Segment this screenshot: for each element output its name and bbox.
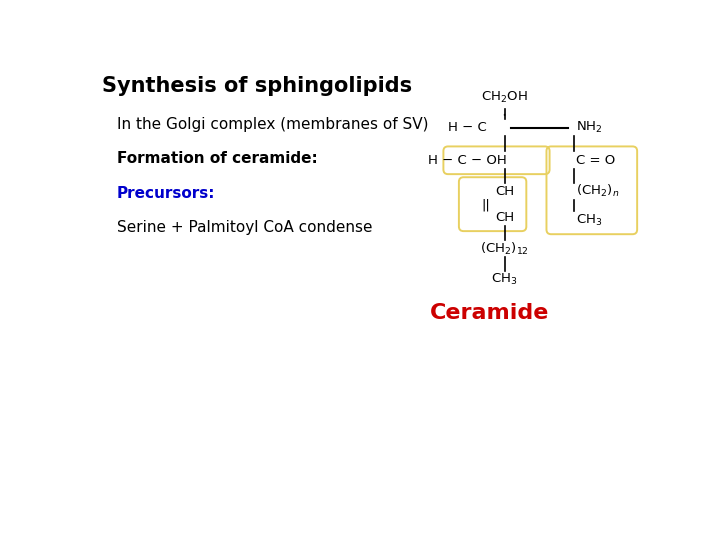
Text: Synthesis of sphingolipids: Synthesis of sphingolipids	[102, 76, 412, 96]
Text: Ceramide: Ceramide	[429, 303, 549, 323]
Text: Formation of ceramide:: Formation of ceramide:	[117, 151, 318, 166]
Text: CH: CH	[495, 211, 514, 224]
Text: C = O: C = O	[576, 154, 615, 167]
Text: H − C − OH: H − C − OH	[428, 154, 507, 167]
Text: (CH$_2$)$_{12}$: (CH$_2$)$_{12}$	[480, 241, 529, 257]
Text: In the Golgi complex (membranes of SV): In the Golgi complex (membranes of SV)	[117, 117, 428, 132]
Text: NH$_2$: NH$_2$	[576, 120, 603, 136]
Text: ||: ||	[482, 198, 490, 212]
Text: Serine + Palmitoyl CoA condense: Serine + Palmitoyl CoA condense	[117, 220, 373, 235]
Text: CH$_3$: CH$_3$	[491, 272, 518, 287]
Text: CH$_2$OH: CH$_2$OH	[481, 90, 528, 105]
Text: Precursors:: Precursors:	[117, 186, 215, 201]
Text: H − C: H − C	[448, 122, 487, 134]
Text: CH: CH	[495, 185, 514, 198]
Text: CH$_3$: CH$_3$	[576, 213, 603, 228]
Text: (CH$_2$)$_n$: (CH$_2$)$_n$	[576, 183, 619, 199]
